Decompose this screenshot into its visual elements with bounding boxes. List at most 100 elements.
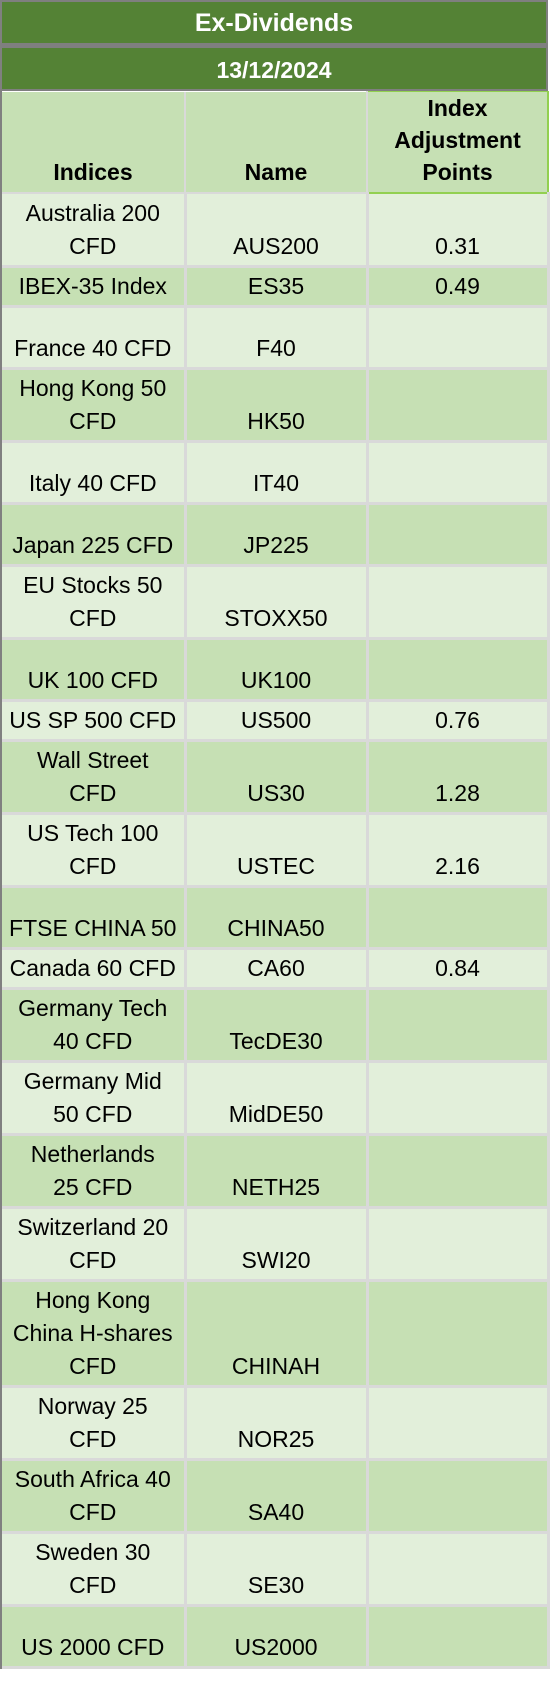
index-line2: CFD	[69, 1246, 117, 1273]
header-points-line1: Index	[427, 95, 488, 121]
cell-name: TecDE30	[185, 988, 369, 1063]
cell-points: 0.76	[367, 700, 550, 742]
header-points: Index Adjustment Points	[366, 91, 549, 194]
index-line1: Hong Kong 50	[19, 374, 167, 401]
index-line2: CFD	[69, 852, 117, 879]
cell-name: NETH25	[185, 1134, 369, 1209]
index-line2: CFD	[69, 407, 117, 434]
index-line2: 40 CFD	[53, 1027, 133, 1054]
cell-index: France 40 CFD	[2, 306, 187, 370]
cell-name: SE30	[185, 1532, 369, 1607]
cell-points	[367, 1605, 550, 1669]
cell-points: 0.31	[367, 193, 550, 268]
cell-name: SWI20	[185, 1207, 369, 1282]
cell-name: F40	[185, 306, 369, 370]
cell-points	[367, 1061, 550, 1136]
index-line1: Australia 200	[25, 199, 160, 226]
table-row: Germany Mid 50 CFD MidDE50	[2, 1061, 550, 1136]
cell-points	[367, 1280, 550, 1388]
cell-name: US2000	[185, 1605, 369, 1669]
index-line1: Sweden 30	[35, 1538, 151, 1565]
cell-name: US30	[185, 740, 369, 815]
table-row: Netherlands 25 CFD NETH25	[2, 1134, 550, 1209]
index-line1: Germany Mid	[23, 1067, 162, 1094]
table-row: UK 100 CFD UK100	[2, 638, 550, 702]
cell-points: 0.49	[367, 266, 550, 308]
index-line2: CFD	[69, 1571, 117, 1598]
index-line1: Germany Tech	[18, 994, 168, 1021]
cell-points	[367, 1386, 550, 1461]
cell-index: Germany Mid 50 CFD	[2, 1061, 187, 1136]
table-row: Japan 225 CFD JP225	[2, 503, 550, 567]
cell-points	[367, 441, 550, 505]
cell-name: HK50	[185, 368, 369, 443]
table-row: US SP 500 CFD US500 0.76	[2, 700, 550, 742]
cell-index: EU Stocks 50 CFD	[2, 565, 187, 640]
cell-name: ES35	[185, 266, 369, 308]
cell-name: CHINA50	[185, 886, 369, 950]
cell-name: CA60	[185, 948, 369, 990]
cell-name: US500	[185, 700, 369, 742]
cell-points	[367, 886, 550, 950]
header-row: Indices Name Index Adjustment Points	[2, 91, 549, 194]
cell-name: NOR25	[185, 1386, 369, 1461]
cell-points: 0.84	[367, 948, 550, 990]
index-line1: FTSE CHINA 50	[9, 914, 177, 941]
index-line2: CFD	[69, 779, 117, 806]
index-line1: South Africa 40	[14, 1465, 171, 1492]
cell-index: Switzerland 20 CFD	[2, 1207, 187, 1282]
cell-points	[367, 1134, 550, 1209]
table-row: France 40 CFD F40	[2, 306, 550, 370]
index-line1: Netherlands	[30, 1140, 155, 1167]
cell-index: US Tech 100 CFD	[2, 813, 187, 888]
table-row: Australia 200 CFD AUS200 0.31	[2, 193, 550, 268]
index-line1: US 2000 CFD	[21, 1633, 165, 1660]
cell-points	[367, 368, 550, 443]
index-line1: Hong Kong	[35, 1286, 151, 1313]
index-line2: CFD	[69, 1425, 117, 1452]
table-row: Hong Kong 50 CFD HK50	[2, 368, 550, 443]
cell-index: South Africa 40 CFD	[2, 1459, 187, 1534]
index-line2: CFD	[69, 604, 117, 631]
index-line1: US Tech 100	[27, 819, 159, 846]
cell-name: USTEC	[185, 813, 369, 888]
index-line1: UK 100 CFD	[27, 666, 158, 693]
table-row: IBEX-35 Index ES35 0.49	[2, 266, 550, 308]
table-row: FTSE CHINA 50 CHINA50	[2, 886, 550, 950]
index-line1: France 40 CFD	[14, 334, 172, 361]
index-line1: Canada 60 CFD	[9, 954, 176, 981]
index-line2: 50 CFD	[53, 1100, 133, 1127]
header-indices: Indices	[2, 91, 186, 194]
cell-name: IT40	[185, 441, 369, 505]
index-line1: EU Stocks 50	[23, 571, 163, 598]
ex-dividends-table: Indices Name Index Adjustment Points Aus…	[2, 91, 550, 1669]
table-row: Switzerland 20 CFD SWI20	[2, 1207, 550, 1282]
cell-name: STOXX50	[185, 565, 369, 640]
cell-index: US SP 500 CFD	[2, 700, 187, 742]
cell-points	[367, 1459, 550, 1534]
cell-index: Netherlands 25 CFD	[2, 1134, 187, 1209]
index-line2: China H-shares	[12, 1319, 173, 1346]
cell-index: Sweden 30 CFD	[2, 1532, 187, 1607]
table-row: EU Stocks 50 CFD STOXX50	[2, 565, 550, 640]
index-line1: Italy 40 CFD	[28, 469, 157, 496]
table-row: South Africa 40 CFD SA40	[2, 1459, 550, 1534]
cell-points	[367, 306, 550, 370]
table-row: Canada 60 CFD CA60 0.84	[2, 948, 550, 990]
sheet-title: Ex-Dividends	[2, 0, 548, 45]
cell-index: Wall Street CFD	[2, 740, 187, 815]
cell-index: Hong Kong 50 CFD	[2, 368, 187, 443]
cell-name: AUS200	[185, 193, 369, 268]
index-line2: 25 CFD	[53, 1173, 133, 1200]
cell-index: Japan 225 CFD	[2, 503, 187, 567]
table-row: Germany Tech 40 CFD TecDE30	[2, 988, 550, 1063]
index-line2: CFD	[69, 232, 117, 259]
index-line3: CFD	[69, 1352, 117, 1379]
cell-points	[367, 1207, 550, 1282]
sheet-date: 13/12/2024	[2, 45, 548, 91]
cell-index: Australia 200 CFD	[2, 193, 187, 268]
table-row: US 2000 CFD US2000	[2, 1605, 550, 1669]
cell-index: Norway 25 CFD	[2, 1386, 187, 1461]
cell-points	[367, 638, 550, 702]
